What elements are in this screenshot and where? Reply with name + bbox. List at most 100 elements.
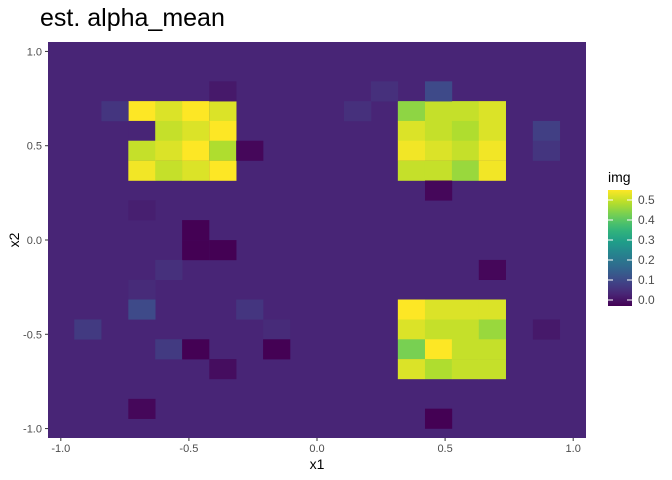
heatmap-cell bbox=[424, 359, 453, 380]
heatmap-cell bbox=[478, 299, 506, 320]
legend-label: 0.5 bbox=[638, 193, 655, 207]
heatmap-cell bbox=[236, 299, 264, 320]
heatmap-cell bbox=[209, 240, 237, 261]
heatmap-cell bbox=[128, 101, 156, 122]
heatmap-cell bbox=[182, 339, 210, 360]
legend-label: 0.4 bbox=[638, 213, 655, 227]
y-axis: -1.0 -0.5 0.0 0.5 1.0 bbox=[23, 46, 48, 436]
heatmap-cell bbox=[155, 120, 183, 142]
heatmap-cell bbox=[263, 339, 291, 360]
heatmap-cell bbox=[370, 81, 399, 102]
heatmap-cell bbox=[236, 140, 264, 161]
heatmap-cell bbox=[397, 101, 426, 122]
heatmap-cell bbox=[182, 140, 210, 161]
color-legend: img 0.0 0.1 0.2 0.3 0.4 0.5 bbox=[608, 169, 655, 307]
legend-label: 0.0 bbox=[638, 293, 655, 307]
heatmap-cell bbox=[155, 259, 183, 280]
heatmap-cell bbox=[128, 140, 156, 161]
heatmap-cell bbox=[532, 140, 561, 161]
heatmap-cell bbox=[128, 160, 156, 181]
heatmap-cell bbox=[424, 140, 453, 161]
heatmap-tiles bbox=[48, 42, 586, 438]
heatmap-cell bbox=[478, 319, 506, 340]
heatmap-cell bbox=[532, 120, 561, 142]
legend-label: 0.3 bbox=[638, 233, 655, 247]
legend-label: 0.1 bbox=[638, 273, 655, 287]
heatmap-cell bbox=[397, 120, 426, 142]
heatmap-cell bbox=[478, 120, 506, 142]
heatmap-cell bbox=[397, 339, 426, 360]
heatmap-cell bbox=[424, 180, 453, 201]
heatmap-cell bbox=[451, 140, 480, 161]
x-tick-label: 1.0 bbox=[566, 443, 581, 455]
legend-title: img bbox=[608, 169, 631, 185]
heatmap-cell bbox=[209, 81, 237, 102]
y-axis-title: x2 bbox=[6, 232, 22, 247]
heatmap-cell bbox=[209, 160, 237, 181]
heatmap-cell bbox=[128, 398, 156, 419]
heatmap-cell bbox=[209, 140, 237, 161]
heatmap-cell bbox=[182, 160, 210, 181]
heatmap-cell bbox=[397, 140, 426, 161]
heatmap-cell bbox=[478, 259, 506, 280]
heatmap-cell bbox=[424, 319, 453, 340]
x-tick-label: -0.5 bbox=[179, 443, 198, 455]
heatmap-cell bbox=[128, 299, 156, 320]
heatmap-cell bbox=[155, 140, 183, 161]
y-tick-label: -1.0 bbox=[23, 424, 42, 436]
heatmap-cell bbox=[128, 200, 156, 221]
x-tick-label: -1.0 bbox=[51, 443, 70, 455]
x-axis-title: x1 bbox=[310, 456, 325, 472]
legend-colorbar bbox=[608, 190, 632, 306]
heatmap-cell bbox=[451, 299, 480, 320]
legend-ticks: 0.0 0.1 0.2 0.3 0.4 0.5 bbox=[608, 193, 655, 307]
heatmap-cell bbox=[397, 299, 426, 320]
heatmap-cell bbox=[344, 101, 372, 122]
heatmap-cell bbox=[74, 319, 102, 340]
heatmap-cell bbox=[155, 339, 183, 360]
heatmap-cell bbox=[451, 319, 480, 340]
heatmap-cell bbox=[424, 408, 453, 429]
x-axis: -1.0 -0.5 0.0 0.5 1.0 bbox=[51, 438, 581, 455]
x-tick-label: 0.5 bbox=[437, 443, 452, 455]
heatmap-cell bbox=[451, 339, 480, 360]
heatmap-cell bbox=[478, 160, 506, 181]
heatmap-cell bbox=[451, 359, 480, 380]
chart-title: est. alpha_mean bbox=[40, 4, 225, 32]
y-tick-label: 1.0 bbox=[27, 46, 42, 58]
heatmap-cell bbox=[397, 359, 426, 380]
legend-label: 0.2 bbox=[638, 253, 655, 267]
heatmap-cell bbox=[155, 101, 183, 122]
heatmap-cell bbox=[424, 101, 453, 122]
heatmap-cell bbox=[424, 299, 453, 320]
heatmap-cell bbox=[182, 240, 210, 261]
heatmap-cell bbox=[182, 120, 210, 142]
heatmap-cell bbox=[209, 120, 237, 142]
heatmap-cell bbox=[478, 359, 506, 380]
heatmap-cell bbox=[451, 101, 480, 122]
heatmap-cell bbox=[101, 101, 129, 122]
heatmap-cell bbox=[128, 279, 156, 300]
heatmap-cell bbox=[424, 339, 453, 360]
heatmap-cell bbox=[263, 319, 291, 340]
heatmap-cell bbox=[155, 160, 183, 181]
heatmap-cell bbox=[424, 120, 453, 142]
heatmap-cell bbox=[532, 319, 561, 340]
y-tick-label: -0.5 bbox=[23, 329, 42, 341]
y-tick-label: 0.5 bbox=[27, 141, 42, 153]
y-tick-label: 0.0 bbox=[27, 235, 42, 247]
heatmap-cell bbox=[182, 101, 210, 122]
heatmap-cell bbox=[478, 140, 506, 161]
heatmap-cell bbox=[451, 160, 480, 181]
heatmap-cell bbox=[209, 101, 237, 122]
heatmap-cell bbox=[182, 220, 210, 241]
heatmap-cell bbox=[478, 101, 506, 122]
heatmap-cell bbox=[451, 120, 480, 142]
heatmap-cell bbox=[424, 160, 453, 181]
heatmap-cell bbox=[478, 339, 506, 360]
heatmap-cell bbox=[128, 120, 156, 142]
heatmap-cell bbox=[397, 160, 426, 181]
heatmap-cell bbox=[209, 359, 237, 380]
heatmap-cell bbox=[397, 319, 426, 340]
